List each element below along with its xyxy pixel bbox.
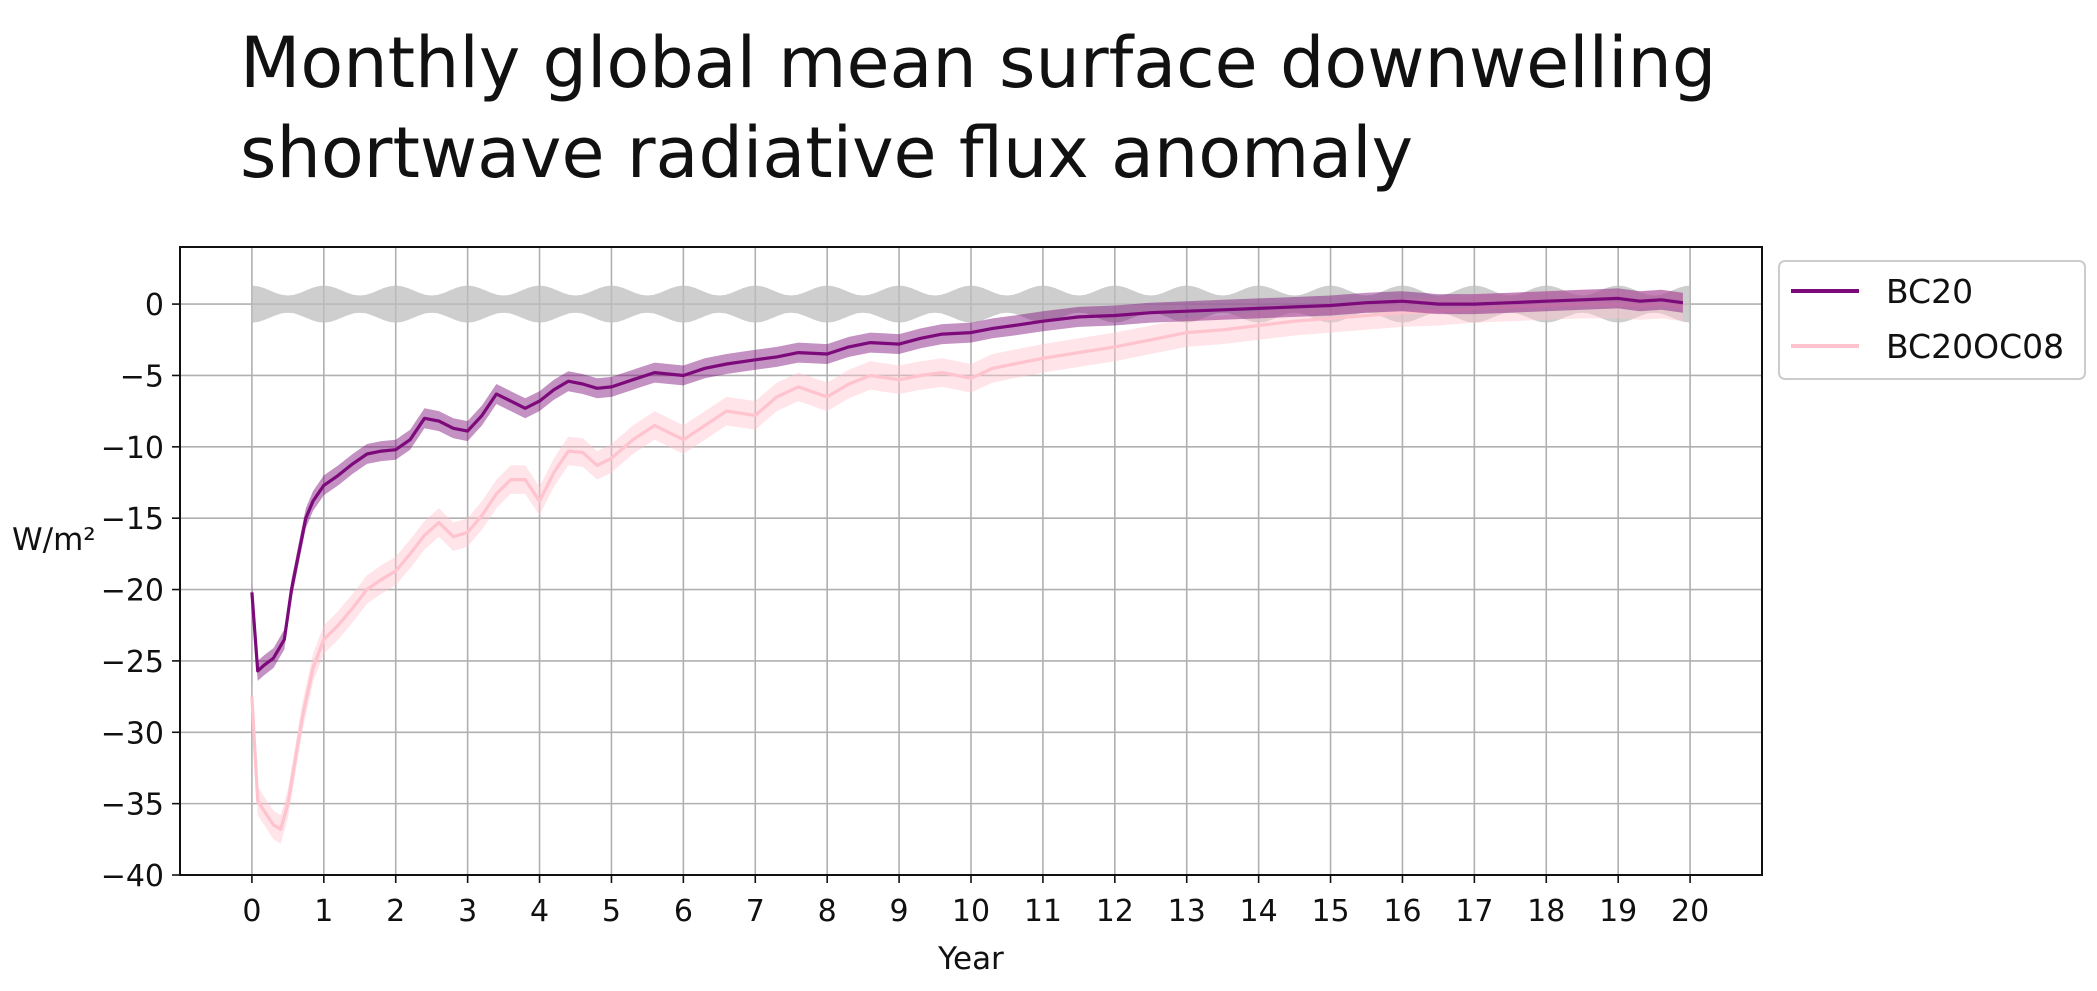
x-tick-label: 3: [458, 894, 477, 929]
legend-label: BC20: [1886, 272, 1973, 311]
series-band-BC20OC08: [251, 289, 1683, 844]
grid: [180, 247, 1762, 876]
x-tick-label: 19: [1599, 894, 1637, 929]
legend: BC20 BC20OC08: [1778, 260, 2086, 380]
y-tick-label: −40: [101, 859, 164, 894]
x-tick-label: 10: [952, 894, 990, 929]
y-axis-label: W/m²: [12, 522, 96, 558]
x-tick-label: 20: [1671, 894, 1709, 929]
axes: 0 1 2 3 4 5 6 7 8 9 10 11 12 13 14 15 16 17 18 19 200−5−10−1…: [101, 288, 1709, 929]
chart-title-line-2: shortwave radiative flux anomaly: [240, 112, 1414, 194]
y-tick-label: −30: [101, 716, 164, 751]
y-tick-label: 0: [145, 288, 164, 323]
x-tick-label: 6: [674, 894, 693, 929]
control-band: [251, 285, 1691, 323]
x-tick-label: 7: [746, 894, 765, 929]
x-tick-label: 15: [1311, 894, 1349, 929]
x-tick-label: 13: [1168, 894, 1206, 929]
x-tick-label: 17: [1455, 894, 1493, 929]
y-tick-label: −15: [101, 502, 164, 537]
x-tick-label: 1: [314, 894, 333, 929]
y-tick-label: −5: [120, 359, 164, 394]
y-tick-label: −35: [101, 788, 164, 823]
x-tick-label: 14: [1240, 894, 1278, 929]
x-tick-label: 9: [890, 894, 909, 929]
control-variability-band: [251, 285, 1691, 323]
x-tick-label: 5: [602, 894, 621, 929]
x-tick-label: 2: [386, 894, 405, 929]
x-tick-label: 8: [818, 894, 837, 929]
x-axis-label: Year: [937, 941, 1004, 977]
chart-title: Monthly global mean surface downwelling …: [240, 18, 1940, 198]
series-band-BC20: [251, 288, 1683, 681]
x-tick-label: 0: [242, 894, 261, 929]
chart-title-line-1: Monthly global mean surface downwelling: [240, 22, 1717, 104]
y-tick-label: −25: [101, 645, 164, 680]
series-line-BC20OC08: [250, 302, 1684, 831]
y-tick-label: −20: [101, 574, 164, 609]
series-line-BC20: [250, 296, 1684, 673]
series-layer: [250, 288, 1684, 844]
x-tick-label: 18: [1527, 894, 1565, 929]
x-tick-label: 12: [1096, 894, 1134, 929]
x-tick-label: 4: [530, 894, 549, 929]
x-tick-label: 16: [1383, 894, 1421, 929]
legend-label: BC20OC08: [1886, 327, 2064, 366]
x-tick-label: 11: [1024, 894, 1062, 929]
y-tick-label: −10: [101, 431, 164, 466]
